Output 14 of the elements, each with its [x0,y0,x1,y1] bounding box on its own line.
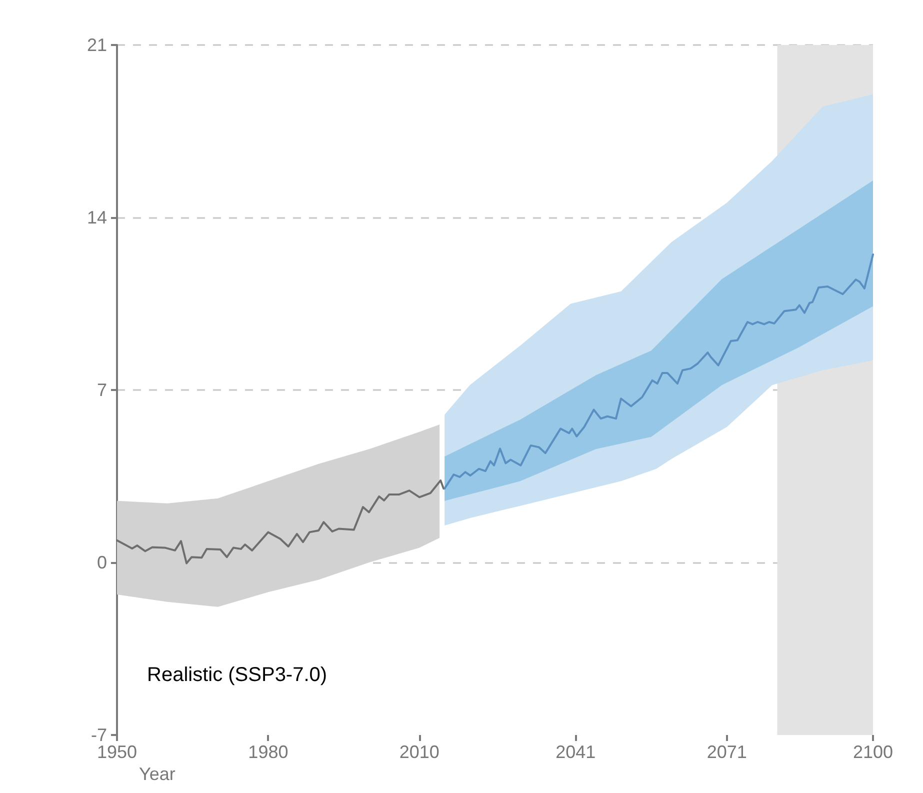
x-tick-label: 2071 [706,742,747,762]
x-tick-label: 1980 [248,742,288,762]
line-series [444,253,874,490]
x-tick-label: 2010 [399,742,440,762]
y-tick-label: 14 [86,208,107,228]
x-tick-label: 2041 [556,742,596,762]
x-axis-title: Year [139,764,176,784]
x-tick-label: 2100 [852,742,894,762]
y-tick-label: 7 [96,380,107,400]
y-tick-label: 21 [86,35,107,55]
x-tick-label: 1950 [96,742,138,762]
y-tick-label: 0 [96,552,107,572]
y-tick-label: -7 [90,725,107,745]
annotation: Realistic (SSP3-7.0) [147,664,328,686]
